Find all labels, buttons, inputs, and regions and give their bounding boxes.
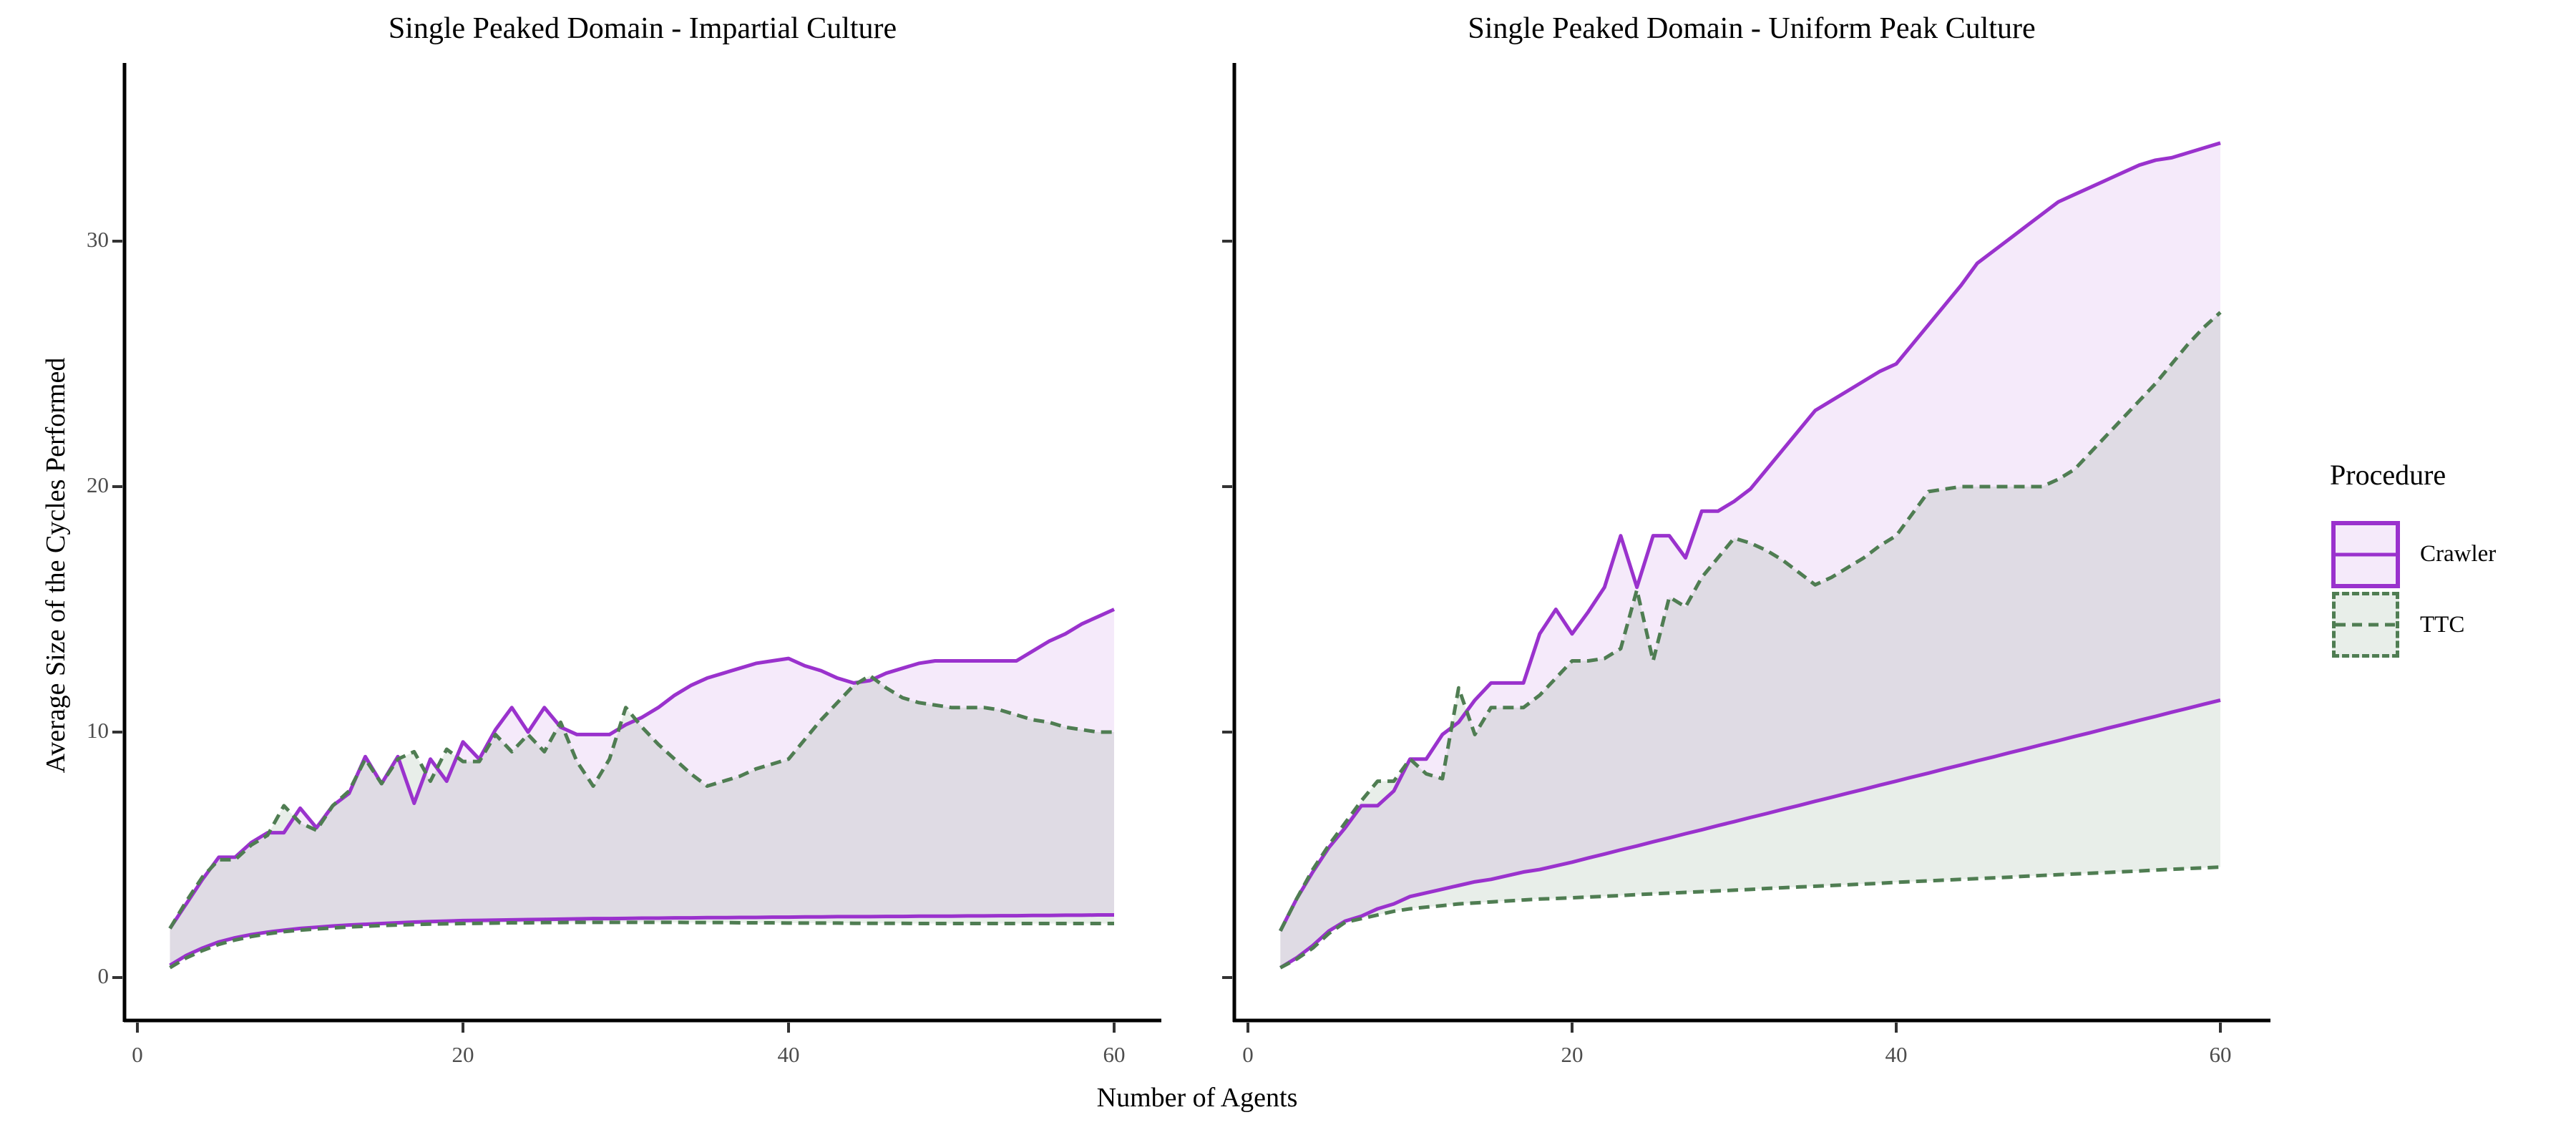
x-tick-label-right-0: 0 <box>1242 1042 1254 1067</box>
x-tick-label-left-60: 60 <box>1103 1042 1126 1067</box>
y-tick-label-20: 20 <box>87 472 109 497</box>
legend-label-crawler: Crawler <box>2420 541 2497 567</box>
y-tick-label-0: 0 <box>97 963 109 988</box>
y-tick-label-10: 10 <box>87 718 109 743</box>
x-tick-label-right-20: 20 <box>1561 1042 1584 1067</box>
y-axis-label: Average Size of the Cycles Performed <box>41 357 71 774</box>
panel-title-impartial-culture: Single Peaked Domain - Impartial Culture <box>388 12 897 45</box>
legend-swatch-ttc <box>2332 592 2399 658</box>
legend-label-ttc: TTC <box>2420 612 2465 638</box>
x-tick-label-left-0: 0 <box>132 1042 143 1067</box>
x-tick-label-right-40: 40 <box>1885 1042 1908 1067</box>
x-tick-label-left-20: 20 <box>452 1042 474 1067</box>
legend-swatch-crawler <box>2331 521 2400 588</box>
x-tick-label-right-60: 60 <box>2209 1042 2232 1067</box>
legend-keyline-ttc <box>2336 623 2396 627</box>
legend-title: Procedure <box>2330 459 2446 491</box>
x-axis-label: Number of Agents <box>1096 1083 1298 1113</box>
legend-keyline-crawler <box>2336 552 2396 557</box>
y-tick-label-30: 30 <box>87 227 109 252</box>
panel-title-uniform-peak-culture: Single Peaked Domain - Uniform Peak Cult… <box>1468 12 2036 45</box>
x-tick-label-left-40: 40 <box>777 1042 800 1067</box>
